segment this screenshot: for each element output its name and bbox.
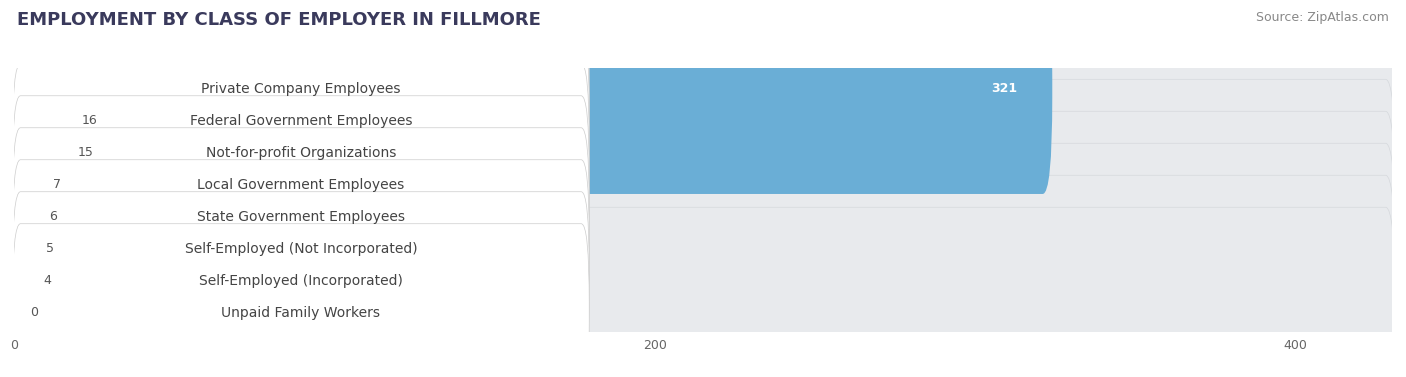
Text: Federal Government Employees: Federal Government Employees — [190, 113, 412, 128]
Text: Source: ZipAtlas.com: Source: ZipAtlas.com — [1256, 11, 1389, 24]
Text: 6: 6 — [49, 210, 58, 223]
FancyBboxPatch shape — [13, 0, 589, 178]
Bar — [14, 297, 1392, 329]
FancyBboxPatch shape — [4, 15, 1395, 226]
FancyBboxPatch shape — [4, 47, 72, 258]
FancyBboxPatch shape — [4, 111, 44, 322]
Bar — [14, 136, 1392, 169]
FancyBboxPatch shape — [4, 175, 1395, 377]
Bar — [14, 201, 1392, 233]
Bar — [14, 265, 1392, 297]
Text: Unpaid Family Workers: Unpaid Family Workers — [221, 306, 381, 320]
FancyBboxPatch shape — [4, 79, 1395, 290]
Bar — [14, 105, 1392, 136]
Text: Self-Employed (Incorporated): Self-Employed (Incorporated) — [198, 274, 402, 288]
FancyBboxPatch shape — [13, 224, 589, 377]
Text: Private Company Employees: Private Company Employees — [201, 82, 401, 96]
Text: EMPLOYMENT BY CLASS OF EMPLOYER IN FILLMORE: EMPLOYMENT BY CLASS OF EMPLOYER IN FILLM… — [17, 11, 541, 29]
FancyBboxPatch shape — [4, 15, 75, 226]
FancyBboxPatch shape — [4, 79, 46, 290]
FancyBboxPatch shape — [13, 192, 589, 369]
FancyBboxPatch shape — [4, 111, 1395, 322]
Text: Self-Employed (Not Incorporated): Self-Employed (Not Incorporated) — [184, 242, 418, 256]
Text: State Government Employees: State Government Employees — [197, 210, 405, 224]
Bar — [14, 169, 1392, 201]
FancyBboxPatch shape — [4, 47, 1395, 258]
Text: 5: 5 — [46, 242, 53, 255]
FancyBboxPatch shape — [13, 160, 589, 337]
FancyBboxPatch shape — [13, 64, 589, 242]
Text: 7: 7 — [52, 178, 60, 191]
Text: 4: 4 — [44, 274, 51, 287]
FancyBboxPatch shape — [4, 0, 1052, 194]
FancyBboxPatch shape — [13, 96, 589, 273]
Bar — [14, 233, 1392, 265]
FancyBboxPatch shape — [4, 0, 1395, 194]
FancyBboxPatch shape — [13, 128, 589, 305]
FancyBboxPatch shape — [13, 32, 589, 210]
FancyBboxPatch shape — [4, 143, 1395, 354]
FancyBboxPatch shape — [4, 143, 39, 354]
Bar — [14, 73, 1392, 105]
Text: Not-for-profit Organizations: Not-for-profit Organizations — [205, 146, 396, 159]
Text: Local Government Employees: Local Government Employees — [197, 178, 405, 192]
FancyBboxPatch shape — [4, 207, 1395, 377]
Text: 16: 16 — [82, 114, 97, 127]
Text: 15: 15 — [79, 146, 94, 159]
Text: 321: 321 — [991, 82, 1017, 95]
Text: 0: 0 — [30, 306, 38, 319]
FancyBboxPatch shape — [4, 175, 37, 377]
